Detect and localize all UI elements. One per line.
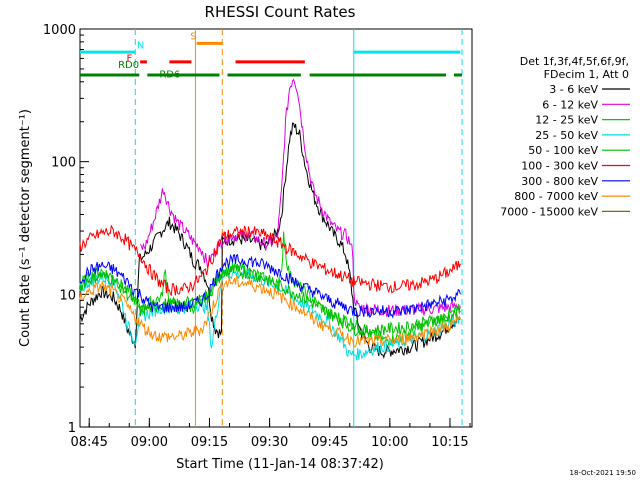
legend-entry-label: 3 - 6 keV	[549, 83, 598, 96]
x-tick-label: 09:30	[251, 435, 288, 450]
orbit-bar-label: RD0	[118, 60, 139, 71]
legend-header-line-2: FDecim 1, Att 0	[544, 68, 629, 81]
x-tick-label: 09:45	[311, 435, 348, 450]
orbit-bar-label: F	[126, 53, 132, 64]
series-line	[79, 224, 461, 297]
series-lines	[79, 78, 461, 361]
footer-date: 18-Oct-2021 19:50	[570, 469, 636, 477]
legend-entry-label: 7000 - 15000 keV	[500, 205, 598, 218]
legend-entry-label: 50 - 100 keV	[528, 144, 598, 157]
y-axis: 1 10 100 1000	[43, 23, 89, 436]
x-axis: 08:45 09:00 09:15 09:30 09:45 10:00 10:15	[70, 418, 471, 450]
orbit-bar-label: RD6	[159, 70, 180, 81]
legend-header-line-1: Det 1f,3f,4f,5f,6f,9f,	[520, 55, 629, 68]
x-tick-label: 09:00	[131, 435, 168, 450]
x-axis-label: Start Time (11-Jan-14 08:37:42)	[176, 457, 384, 472]
y-axis-label: Count Rate (s⁻¹ detector segment⁻¹)	[18, 109, 33, 347]
x-tick-label: 08:45	[70, 435, 107, 450]
legend-entry-label: 800 - 7000 keV	[514, 190, 598, 203]
series-line	[79, 264, 461, 338]
legend: Det 1f,3f,4f,5f,6f,9f, FDecim 1, Att 0 3…	[500, 55, 630, 218]
legend-entry-label: 100 - 300 keV	[521, 160, 598, 173]
orbit-flag-bars: NF S RD0 RD6	[80, 32, 462, 81]
chart-title: RHESSI Count Rates	[205, 3, 356, 21]
series-line	[79, 275, 461, 348]
x-tick-label: 10:00	[371, 435, 408, 450]
x-tick-label: 09:15	[191, 435, 228, 450]
legend-entry-label: 12 - 25 keV	[535, 114, 598, 127]
y-tick-label: 1000	[43, 23, 76, 38]
orbit-bar-label: N	[137, 41, 144, 52]
series-line	[140, 78, 461, 317]
y-tick-label: 1	[68, 421, 76, 436]
x-tick-label: 10:15	[431, 435, 468, 450]
legend-entry-label: 300 - 800 keV	[521, 175, 598, 188]
series-line	[79, 253, 461, 319]
legend-entry-label: 25 - 50 keV	[535, 129, 598, 142]
legend-entry-label: 6 - 12 keV	[542, 98, 598, 111]
orbit-bar-label: S	[190, 32, 196, 43]
y-tick-label: 100	[51, 156, 76, 171]
event-vertical-lines	[134, 29, 463, 427]
y-tick-label: 10	[59, 288, 76, 303]
plot-frame	[79, 28, 473, 428]
